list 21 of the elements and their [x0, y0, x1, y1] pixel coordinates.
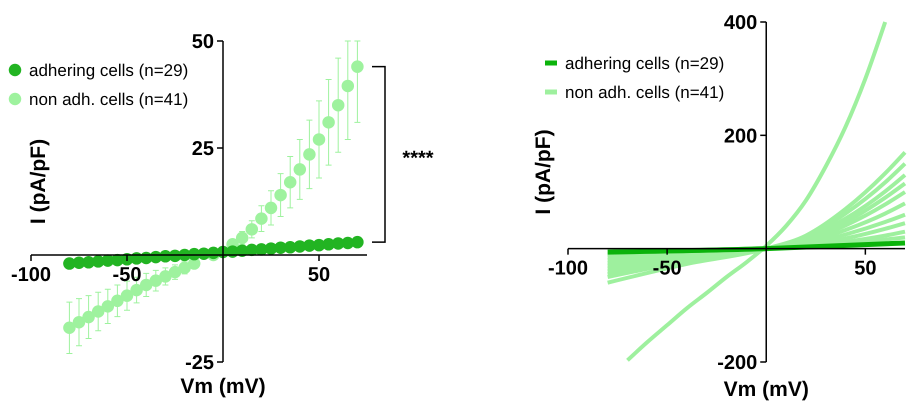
y-tick-label: 25 [192, 138, 214, 160]
x-tick-label: -100 [10, 264, 52, 286]
y-axis-title: I (pA/pF) [27, 138, 50, 224]
x-axis-title: Vm (mV) [724, 378, 809, 401]
y-axis-title: I (pA/pF) [532, 129, 555, 215]
x-tick-label: -100 [548, 258, 588, 280]
x-tick-label: -50 [112, 264, 142, 286]
legend-label: adhering cells (n=29) [565, 54, 724, 73]
x-tick-label: 50 [854, 258, 876, 280]
y-tick-label: 50 [192, 31, 214, 53]
y-tick-label: -200 [717, 352, 758, 374]
y-tick-label: 200 [724, 125, 758, 148]
legend-label: adhering cells (n=29) [29, 60, 188, 80]
legend-label: non adh. cells (n=41) [565, 82, 724, 102]
x-axis-title: Vm (mV) [180, 375, 266, 398]
legend-label: non adh. cells (n=41) [29, 90, 188, 109]
y-tick-label: 400 [724, 12, 758, 34]
x-tick-label: -50 [652, 258, 682, 280]
text: **** [402, 147, 434, 170]
x-tick-label: 50 [308, 264, 330, 286]
y-tick-label: -25 [185, 352, 214, 374]
